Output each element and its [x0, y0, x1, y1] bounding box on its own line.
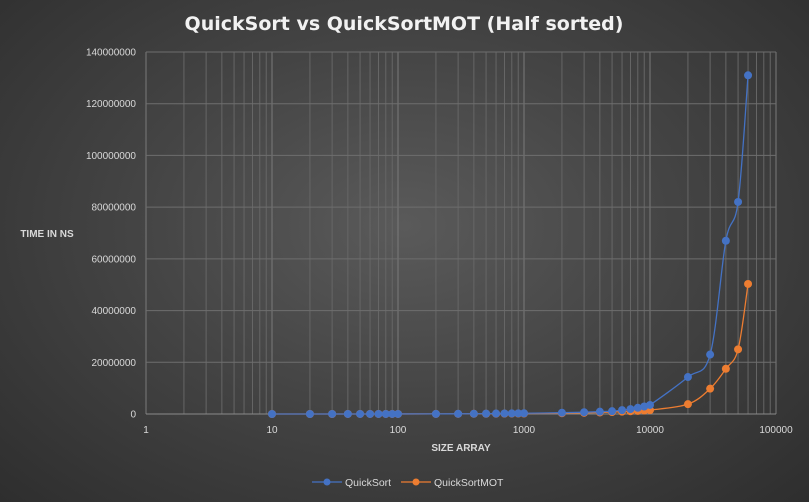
x-axis-label: SIZE ARRAY: [431, 443, 491, 454]
x-tick-label: 100000: [759, 425, 793, 436]
legend-marker-quicksort: [323, 478, 331, 486]
data-point-quicksort: [328, 409, 337, 418]
data-point-quicksort: [520, 409, 528, 418]
data-point-quicksort: [683, 373, 692, 382]
legend: QuickSort QuickSortMOT: [312, 477, 504, 489]
data-point-quicksort: [580, 408, 589, 417]
data-point-quicksort: [646, 400, 654, 409]
data-point-quicksortmot: [734, 345, 743, 354]
data-point-quicksort: [721, 236, 730, 245]
data-point-quicksort: [394, 409, 402, 418]
data-point-quicksort: [469, 409, 478, 418]
y-tick-label: 100000000: [86, 151, 136, 162]
x-tick-label: 10: [266, 425, 278, 436]
data-point-quicksortmot: [683, 400, 692, 409]
x-tick-label: 10000: [636, 425, 664, 436]
y-tick-label: 0: [130, 410, 136, 421]
series-layer: [268, 71, 753, 418]
x-tick-label: 1: [143, 425, 149, 436]
data-point-quicksort: [268, 409, 276, 418]
legend-label-quicksort: QuickSort: [345, 477, 391, 489]
y-tick-label: 60000000: [92, 254, 137, 265]
legend-label-quicksortmot: QuickSortMOT: [434, 477, 504, 489]
data-point-quicksort: [500, 409, 509, 418]
data-point-quicksort: [744, 71, 753, 80]
tick-labels: 0 20000000 40000000 60000000 80000000 1000000…: [86, 48, 793, 437]
x-tick-label: 100: [390, 425, 407, 436]
y-tick-label: 80000000: [92, 203, 137, 214]
data-point-quicksort: [557, 408, 566, 417]
y-tick-label: 140000000: [86, 48, 136, 59]
data-point-quicksort: [454, 409, 463, 418]
y-axis-label: TIME IN NS: [20, 229, 74, 240]
data-point-quicksort: [507, 409, 516, 418]
y-tick-label: 40000000: [92, 306, 137, 317]
data-point-quicksort: [431, 409, 440, 418]
data-point-quicksort: [514, 409, 523, 418]
data-point-quicksort: [492, 409, 501, 418]
data-point-quicksortmot: [744, 279, 753, 288]
series-line-quicksort: [271, 75, 749, 415]
y-tick-label: 20000000: [92, 358, 137, 369]
data-point-quicksortmot: [706, 384, 715, 393]
x-tick-label: 1000: [513, 425, 536, 436]
data-point-quicksort: [343, 409, 352, 418]
data-point-quicksort: [374, 409, 383, 418]
data-point-quicksortmot: [721, 364, 730, 373]
data-point-quicksort: [706, 350, 715, 359]
data-point-quicksort: [595, 407, 604, 416]
data-point-quicksort: [305, 409, 314, 418]
data-point-quicksort: [608, 407, 617, 416]
data-point-quicksort: [626, 405, 635, 414]
data-point-quicksort: [618, 406, 627, 415]
grid: [145, 51, 777, 415]
data-point-quicksort: [356, 409, 365, 418]
data-point-quicksort: [482, 409, 491, 418]
data-point-quicksort: [633, 403, 642, 412]
legend-marker-quicksortmot: [412, 478, 420, 486]
series-line-quicksortmot: [271, 283, 749, 415]
data-point-quicksort: [734, 197, 743, 206]
chart-title: QuickSort vs QuickSortMOT (Half sorted): [185, 13, 624, 35]
data-point-quicksort: [381, 409, 390, 418]
data-point-quicksort: [366, 409, 375, 418]
data-point-quicksort: [388, 409, 397, 418]
y-tick-label: 120000000: [86, 99, 136, 110]
